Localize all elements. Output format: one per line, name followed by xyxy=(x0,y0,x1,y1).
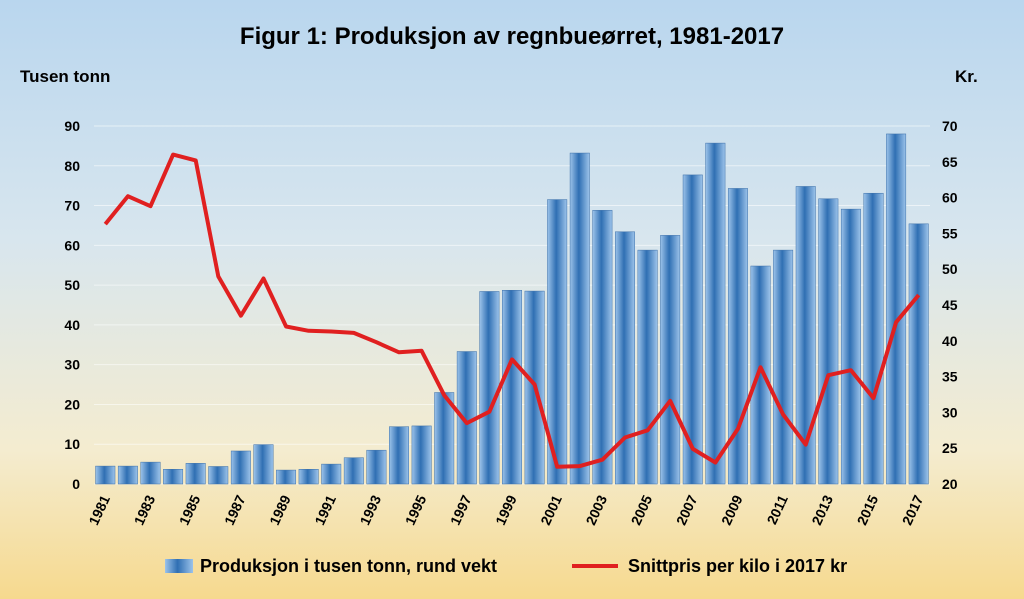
y-right-ticks: 20 25 30 35 40 45 50 55 60 65 70 xyxy=(942,118,958,492)
y-left-tick-label: 40 xyxy=(64,317,80,333)
legend-label-production: Produksjon i tusen tonn, rund vekt xyxy=(200,556,497,576)
bar xyxy=(95,465,116,485)
bar xyxy=(615,231,635,485)
bar xyxy=(886,133,907,485)
y-left-tick-label: 0 xyxy=(72,476,80,492)
y-left-tick-label: 90 xyxy=(64,118,80,134)
x-tick-labels: 1981 1983 1985 1987 1989 1991 1993 1995 1997 1999… xyxy=(85,492,926,527)
bar xyxy=(863,192,884,485)
y-right-tick-label: 50 xyxy=(942,261,958,277)
bar xyxy=(547,199,568,485)
y-right-tick-label: 45 xyxy=(942,297,958,313)
bar xyxy=(660,235,681,485)
bar xyxy=(750,265,771,485)
x-tick-label: 2007 xyxy=(673,492,701,527)
y-right-tick-label: 25 xyxy=(942,440,958,456)
x-tick-label: 1993 xyxy=(356,492,384,527)
x-tick-label: 2015 xyxy=(854,492,882,527)
bar xyxy=(637,249,658,485)
y-left-tick-label: 60 xyxy=(64,237,80,253)
bar xyxy=(908,223,929,485)
y-right-axis-label: Kr. xyxy=(955,67,978,86)
y-right-tick-label: 40 xyxy=(942,333,958,349)
x-tick-label: 2009 xyxy=(718,492,746,527)
y-right-tick-label: 35 xyxy=(942,369,958,385)
bar xyxy=(117,465,138,485)
y-left-tick-label: 50 xyxy=(64,277,80,293)
bar-series xyxy=(95,133,929,485)
y-left-tick-label: 10 xyxy=(64,436,80,452)
bar xyxy=(569,152,590,485)
x-tick-label: 2017 xyxy=(899,492,927,527)
y-left-tick-label: 20 xyxy=(64,396,80,412)
bar xyxy=(705,142,726,485)
x-tick-label: 1983 xyxy=(131,492,159,527)
y-left-ticks: 0 10 20 30 40 50 60 70 80 90 xyxy=(64,118,80,492)
y-right-tick-label: 55 xyxy=(942,225,958,241)
legend: Produksjon i tusen tonn, rund vekt Snitt… xyxy=(165,556,847,576)
y-left-tick-label: 30 xyxy=(64,357,80,373)
y-right-tick-label: 70 xyxy=(942,118,958,134)
bar xyxy=(208,466,229,485)
x-tick-label: 2005 xyxy=(628,492,656,527)
bar xyxy=(321,463,342,485)
bar xyxy=(773,249,794,485)
x-tick-label: 1987 xyxy=(221,492,249,527)
x-tick-label: 1995 xyxy=(402,492,430,527)
y-left-tick-label: 80 xyxy=(64,158,80,174)
bar xyxy=(185,463,206,485)
bar xyxy=(389,426,409,485)
x-tick-label: 1999 xyxy=(492,492,520,527)
bar xyxy=(682,174,703,485)
bar xyxy=(343,457,364,485)
y-right-tick-label: 20 xyxy=(942,476,958,492)
x-tick-label: 1985 xyxy=(176,492,204,527)
legend-label-price: Snittpris per kilo i 2017 kr xyxy=(628,556,847,576)
bar xyxy=(592,210,613,485)
x-tick-label: 2011 xyxy=(764,492,791,526)
y-left-axis-label: Tusen tonn xyxy=(20,67,110,86)
bar xyxy=(298,469,319,485)
legend-swatch-bar xyxy=(165,559,193,573)
bar xyxy=(366,449,387,485)
line-series xyxy=(103,152,921,469)
bar xyxy=(502,290,522,485)
x-tick-label: 2013 xyxy=(808,492,836,527)
x-tick-label: 1997 xyxy=(447,492,475,527)
x-tick-label: 1989 xyxy=(266,492,294,527)
x-tick-label: 1991 xyxy=(311,492,339,527)
bar xyxy=(253,444,274,485)
y-right-tick-label: 65 xyxy=(942,154,958,170)
bar xyxy=(411,425,432,485)
bar xyxy=(140,461,161,485)
y-right-tick-label: 30 xyxy=(942,404,958,420)
bar xyxy=(840,208,861,485)
bar xyxy=(276,469,297,485)
bar xyxy=(163,469,184,485)
bar xyxy=(795,186,816,485)
x-tick-label: 1981 xyxy=(85,492,113,527)
bar xyxy=(230,450,251,485)
y-left-tick-label: 70 xyxy=(64,198,80,214)
x-tick-label: 2003 xyxy=(582,492,610,527)
bar xyxy=(818,198,839,485)
x-tick-label: 2001 xyxy=(537,492,565,527)
chart-title: Figur 1: Produksjon av regnbueørret, 198… xyxy=(240,23,784,50)
bar xyxy=(479,291,500,485)
y-right-tick-label: 60 xyxy=(942,190,958,206)
